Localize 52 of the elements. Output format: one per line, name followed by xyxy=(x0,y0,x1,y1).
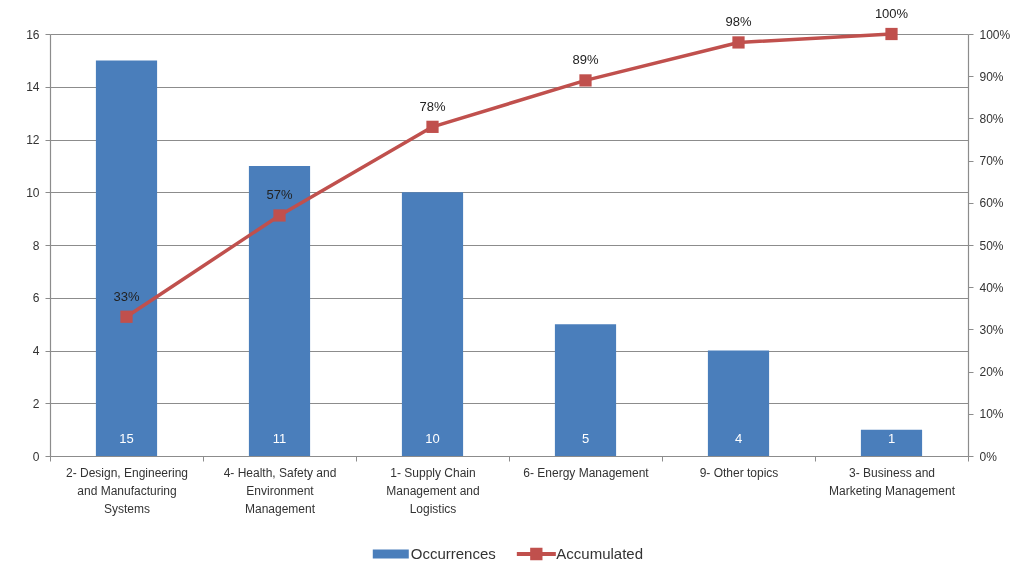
x-tick-label: 4- Health, Safety and Environment Management xyxy=(223,465,337,516)
data-label: 78% xyxy=(419,98,446,114)
data-label: 11 xyxy=(272,431,287,446)
point xyxy=(426,120,439,133)
bar xyxy=(554,324,617,456)
data-label: 57% xyxy=(266,187,293,203)
bar xyxy=(707,350,770,456)
x-tick-label: 9- Other topics xyxy=(699,465,779,480)
y-tick-label: 12 xyxy=(26,133,40,147)
y2-tick-label: 50% xyxy=(979,238,1004,253)
y2-tick-label: 60% xyxy=(979,196,1004,211)
point xyxy=(732,36,745,49)
y-tick-label: 8 xyxy=(32,238,40,253)
y-tick-label: 6 xyxy=(32,291,40,306)
data-label: 89% xyxy=(572,52,599,68)
bar xyxy=(860,429,923,456)
y2-tick-label: 70% xyxy=(979,154,1004,169)
y-tick-label: 14 xyxy=(26,80,40,95)
y-tick-label: 10 xyxy=(26,185,40,200)
y-tick-label: 2 xyxy=(32,396,40,411)
data-label: 100% xyxy=(874,6,909,21)
point xyxy=(273,209,286,222)
x-tick-label: 3- Business and Marketing Management xyxy=(828,465,956,498)
y-tick-label: 16 xyxy=(26,27,40,42)
y-tick-label: 0 xyxy=(32,449,40,464)
y2-tick-label: 20% xyxy=(979,365,1004,380)
data-label: 33% xyxy=(113,288,140,304)
data-label: 10 xyxy=(425,431,440,446)
legend-label: Occurrences xyxy=(410,545,496,562)
y2-tick-label: 30% xyxy=(979,322,1004,337)
data-label: 4 xyxy=(734,431,743,446)
point xyxy=(885,27,898,41)
data-label: 1 xyxy=(887,431,896,446)
y2-tick-label: 80% xyxy=(979,111,1004,126)
bar xyxy=(95,60,158,456)
y2-tick-label: 90% xyxy=(979,69,1004,84)
data-label: 5 xyxy=(581,431,590,446)
y2-tick-label: 100% xyxy=(979,27,1011,42)
y2-tick-label: 0% xyxy=(979,449,998,464)
legend-label: Accumulated xyxy=(556,545,644,562)
bar xyxy=(401,192,464,456)
x-tick-label: 6- Energy Management xyxy=(523,465,650,480)
y2-tick-label: 40% xyxy=(979,280,1004,295)
bar xyxy=(248,165,311,456)
y2-tick-label: 10% xyxy=(979,407,1004,422)
point xyxy=(120,310,133,323)
data-label: 15 xyxy=(119,431,134,446)
x-tick-label: 2- Design, Engineering and Manufacturing Systems xyxy=(65,465,189,516)
x-tick-label: 1- Supply Chain Management and Logistics xyxy=(386,465,480,516)
point xyxy=(579,74,592,87)
data-label: 98% xyxy=(725,14,752,30)
y-tick-label: 4 xyxy=(32,344,40,358)
